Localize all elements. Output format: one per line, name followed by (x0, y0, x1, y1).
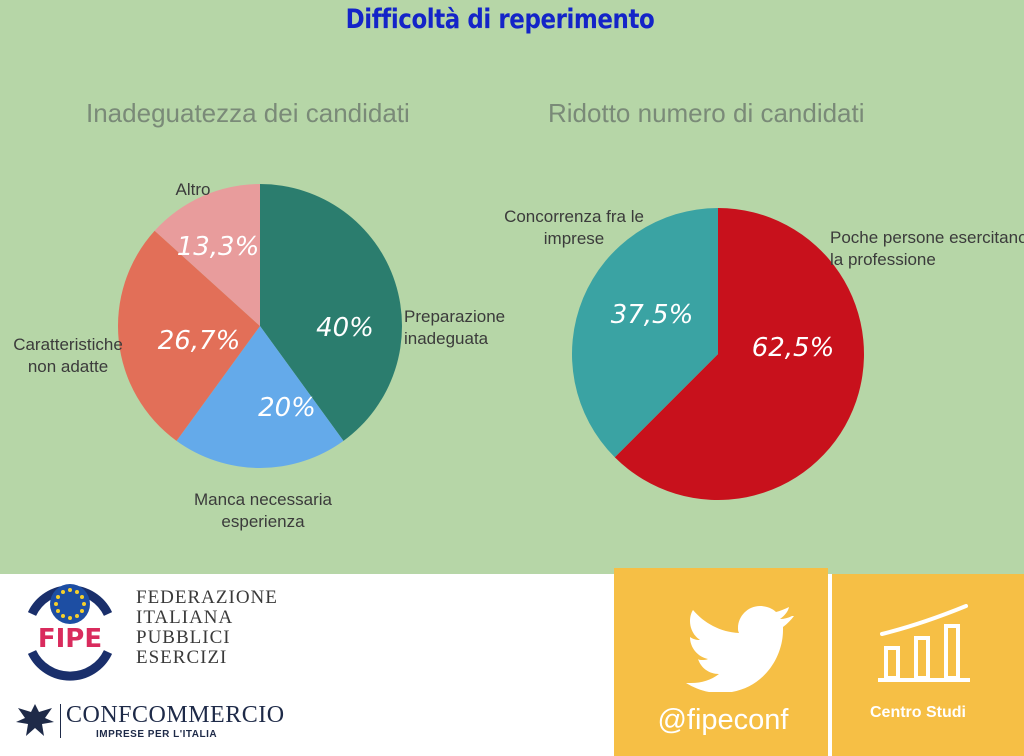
chart1-label-3: Caratteristiche non adatte (13, 335, 123, 376)
confcommercio-tagline: IMPRESE PER L'ITALIA (96, 729, 218, 740)
chart2-value-1: 62,5% (752, 333, 835, 363)
fipe-logo: FIPE (14, 584, 126, 681)
chart1-slice-2 (176, 326, 344, 469)
federation-line-1: FEDERAZIONE (136, 587, 278, 608)
confcommercio-eagle-icon (16, 704, 54, 736)
chart1-value-1: 40% (316, 313, 374, 343)
twitter-handle[interactable]: @fipeconf (657, 704, 789, 736)
chart1-value-3: 26,7% (158, 326, 241, 356)
chart1-slice-3 (117, 230, 260, 441)
chart1-title: Inadeguatezza dei candidati (86, 98, 410, 128)
chart1-label-2: Manca necessaria esperienza (194, 490, 333, 531)
chart2-value-2: 37,5% (611, 300, 694, 330)
federation-line-2: ITALIANA (136, 607, 234, 628)
bar-chart-icon (878, 604, 970, 682)
chart2-label-1: Poche persone esercitano la professione (830, 228, 1024, 269)
chart1-slice-4 (154, 184, 260, 326)
chart1-slice-1 (260, 183, 403, 441)
chart2-title: Ridotto numero di candidati (548, 98, 865, 128)
page-title: Difficoltà di reperimento (345, 4, 655, 35)
chart2-slice-1 (614, 208, 864, 501)
chart1-value-4: 13,3% (177, 232, 260, 262)
divider (60, 704, 61, 738)
federation-line-3: PUBBLICI (136, 627, 231, 648)
chart2-slice-2 (571, 208, 718, 458)
chart1-label-1: Preparazione inadeguata (404, 307, 505, 348)
pie-charts: 40% Preparazione inadeguata 20% Manca necess… (13, 180, 1024, 531)
twitter-bird-icon (686, 606, 794, 692)
fipe-logo-text: FIPE (38, 624, 102, 654)
chart1-label-4: Altro (176, 180, 211, 199)
chart1-value-2: 20% (258, 393, 316, 423)
confcommercio-name: CONFCOMMERCIO (66, 702, 285, 728)
chart2-label-2: Concorrenza fra le imprese (504, 207, 644, 248)
centro-studi-label[interactable]: Centro Studi (870, 704, 966, 721)
federation-line-4: ESERCIZI (136, 647, 228, 668)
